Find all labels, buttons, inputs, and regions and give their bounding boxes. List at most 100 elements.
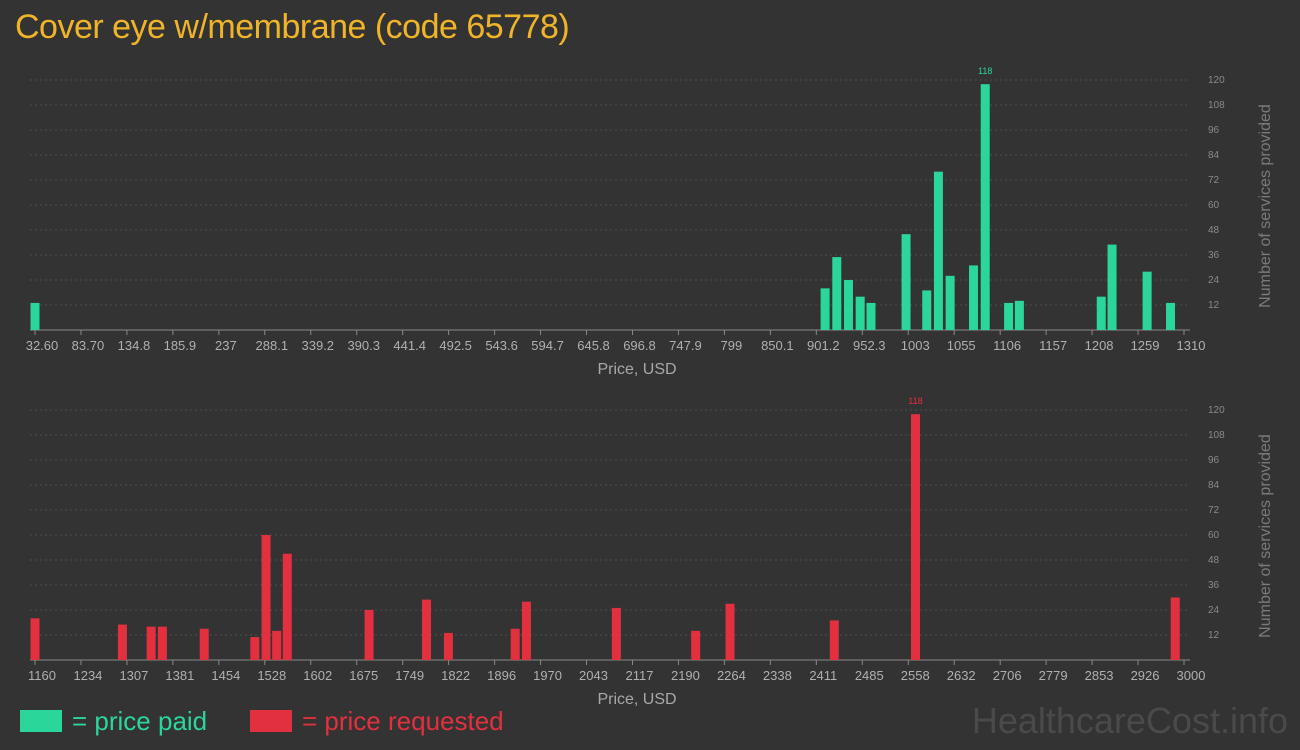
x-tick-label: 2558	[901, 668, 930, 683]
bar	[1014, 300, 1024, 330]
x-tick-label: 32.60	[26, 338, 59, 353]
y-tick-label: 48	[1208, 225, 1220, 236]
bar	[855, 296, 865, 330]
x-tick-label: 696.8	[623, 338, 656, 353]
x-tick-label: 799	[721, 338, 743, 353]
x-tick-label: 339.2	[301, 338, 334, 353]
x-tick-label: 1259	[1131, 338, 1160, 353]
x-tick-label: 237	[215, 338, 237, 353]
y-tick-label: 24	[1208, 275, 1220, 286]
x-tick-label: 1307	[119, 668, 148, 683]
bar	[30, 302, 40, 330]
x-tick-label: 594.7	[531, 338, 564, 353]
bar	[146, 626, 156, 660]
bar	[1170, 597, 1180, 660]
x-tick-label: 1106	[993, 338, 1021, 353]
y-tick-label: 72	[1208, 175, 1220, 186]
watermark: HealthcareCost.info	[971, 700, 1288, 741]
y-tick-label: 84	[1208, 480, 1220, 491]
bar	[261, 535, 271, 660]
y-tick-label: 12	[1208, 300, 1220, 311]
bar	[901, 234, 911, 330]
bar	[30, 618, 40, 660]
x-tick-label: 1675	[349, 668, 378, 683]
x-tick-label: 1454	[211, 668, 240, 683]
x-tick-label: 2190	[671, 668, 700, 683]
x-tick-label: 2338	[763, 668, 792, 683]
x-tick-label: 1160	[28, 668, 56, 683]
x-tick-label: 2411	[809, 668, 837, 683]
bar	[364, 610, 374, 660]
max-value-label: 118	[978, 66, 992, 76]
bar	[157, 626, 167, 660]
bar	[945, 275, 955, 330]
x-tick-label: 83.70	[72, 338, 105, 353]
legend-requested-label: = price requested	[302, 705, 504, 736]
x-tick-label: 2779	[1039, 668, 1068, 683]
y-tick-label: 60	[1208, 200, 1220, 211]
x-tick-label: 1055	[947, 338, 976, 353]
legend-requested-swatch	[250, 710, 292, 732]
legend-price-requested: = price requested	[250, 705, 504, 737]
x-tick-label: 1822	[441, 668, 470, 683]
x-axis-label: Price, USD	[597, 691, 676, 708]
x-tick-label: 952.3	[853, 338, 886, 353]
x-tick-label: 2485	[855, 668, 884, 683]
bar	[117, 624, 127, 660]
bar	[510, 628, 520, 660]
legend-paid-label: = price paid	[72, 705, 208, 736]
bar	[422, 599, 432, 660]
x-tick-label: 850.1	[761, 338, 794, 353]
bar	[443, 632, 453, 660]
y-tick-label: 108	[1208, 100, 1225, 111]
x-tick-label: 1970	[533, 668, 562, 683]
x-tick-label: 2043	[579, 668, 608, 683]
legend-price-paid: = price paid	[20, 705, 207, 737]
y-tick-label: 36	[1208, 580, 1220, 591]
x-tick-label: 1208	[1085, 338, 1114, 353]
x-tick-label: 2632	[947, 668, 976, 683]
bar	[521, 601, 531, 660]
x-tick-label: 2706	[993, 668, 1022, 683]
y-tick-label: 48	[1208, 555, 1220, 566]
x-tick-label: 2117	[625, 668, 653, 683]
x-tick-label: 1234	[73, 668, 102, 683]
price-paid-chart: 12 24 36 48 60 72 84 96 108 120 32.60 83.70 134.8 185…	[26, 66, 1274, 378]
x-tick-label: 492.5	[439, 338, 472, 353]
bar	[820, 288, 830, 330]
bar	[910, 414, 920, 660]
x-tick-label: 1157	[1039, 338, 1067, 353]
bar	[1166, 302, 1176, 330]
x-tick-label: 1602	[303, 668, 332, 683]
y-tick-label: 96	[1208, 455, 1220, 466]
bar	[980, 84, 990, 331]
bar	[969, 265, 979, 330]
bar	[866, 302, 876, 330]
bar	[829, 620, 839, 660]
bar	[250, 637, 260, 660]
page-title: Cover eye w/membrane (code 65778)	[15, 8, 570, 46]
price-requested-chart: 12 24 36 48 60 72 84 96 108 120 1160 1234 1307 1381 14…	[28, 396, 1274, 708]
y-tick-label: 72	[1208, 505, 1220, 516]
x-tick-label: 288.1	[256, 338, 289, 353]
y-tick-label: 84	[1208, 150, 1220, 161]
x-tick-label: 543.6	[485, 338, 518, 353]
x-tick-label: 1381	[165, 668, 194, 683]
bar	[922, 290, 932, 330]
y-axis-label: Number of services provided	[1257, 104, 1274, 308]
bar	[933, 171, 943, 330]
x-tick-label: 185.9	[164, 338, 197, 353]
bar	[1107, 244, 1117, 330]
bar	[1004, 302, 1014, 330]
x-tick-label: 3000	[1177, 668, 1206, 683]
x-tick-label: 1749	[395, 668, 424, 683]
x-axis-label: Price, USD	[597, 361, 676, 378]
bar	[832, 257, 842, 330]
bar	[725, 603, 735, 660]
bar	[1096, 296, 1106, 330]
x-tick-label: 1528	[257, 668, 286, 683]
x-tick-label: 1003	[901, 338, 930, 353]
y-tick-label: 96	[1208, 125, 1220, 136]
y-axis-label: Number of services provided	[1257, 434, 1274, 638]
